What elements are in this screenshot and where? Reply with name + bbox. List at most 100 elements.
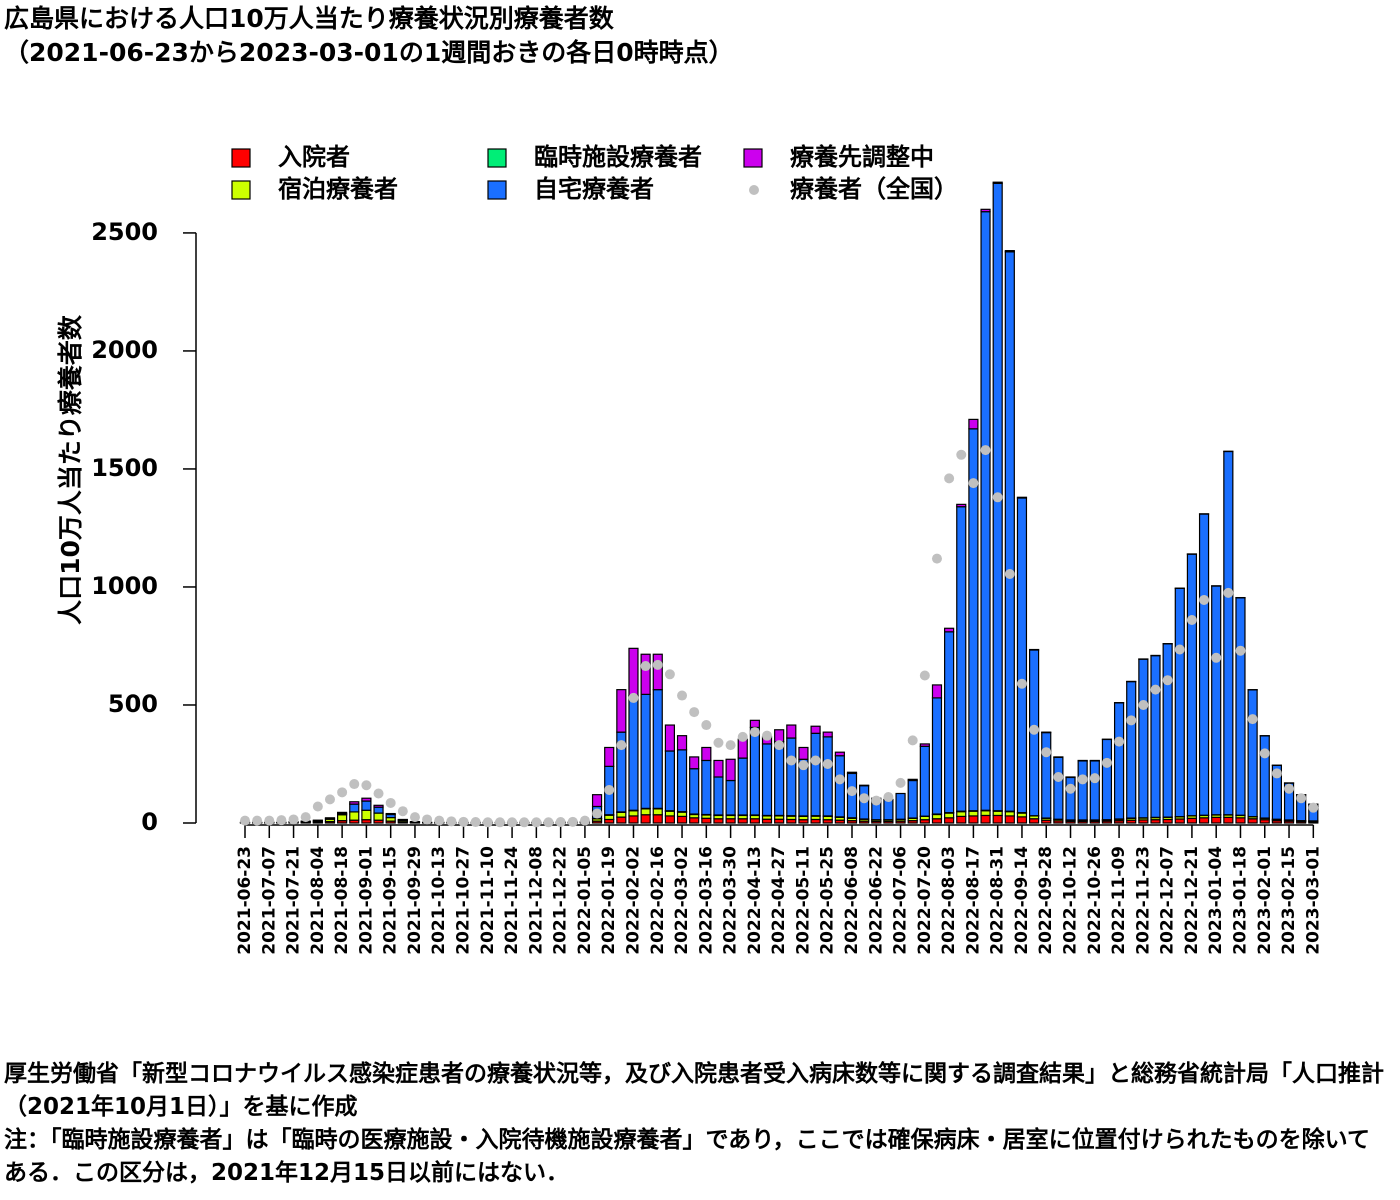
bar-segment bbox=[749, 726, 760, 816]
scatter-point bbox=[689, 707, 700, 718]
scatter-point bbox=[1089, 773, 1100, 784]
scatter-point bbox=[1029, 724, 1040, 735]
bar-segment bbox=[689, 817, 700, 824]
y-tick-label: 2500 bbox=[91, 218, 158, 246]
bar-segment bbox=[1138, 658, 1149, 819]
bar-segment bbox=[1174, 818, 1185, 824]
scatter-point bbox=[883, 792, 894, 803]
bar-segment bbox=[944, 627, 955, 633]
scatter-point bbox=[1004, 568, 1015, 579]
bar-segment bbox=[1223, 816, 1234, 824]
x-tick-label: 2022-07-06 bbox=[891, 846, 911, 955]
bar-segment bbox=[361, 800, 372, 811]
x-tick-label: 2022-03-16 bbox=[696, 846, 716, 955]
bar-segment bbox=[664, 724, 676, 752]
scatter-point bbox=[822, 758, 833, 769]
bar-segment bbox=[944, 817, 955, 824]
x-tick-label: 2022-07-20 bbox=[915, 846, 935, 955]
bar-segment bbox=[640, 808, 651, 816]
bar-segment bbox=[349, 801, 360, 805]
bar-segment bbox=[628, 694, 639, 811]
x-tick-label: 2022-02-16 bbox=[648, 846, 668, 955]
scatter-point bbox=[409, 812, 420, 823]
y-tick-label: 500 bbox=[108, 690, 158, 718]
bar-segment bbox=[373, 812, 384, 821]
y-tick-label: 0 bbox=[141, 808, 158, 836]
scatter-point bbox=[1271, 768, 1282, 779]
x-tick-label: 2021-12-22 bbox=[551, 846, 571, 955]
scatter-point bbox=[1101, 757, 1112, 768]
bar-segment bbox=[786, 737, 797, 817]
bar-segment bbox=[1004, 811, 1015, 817]
bar-segment bbox=[1150, 655, 1161, 818]
scatter-point bbox=[1186, 615, 1197, 626]
bar-segment bbox=[749, 818, 760, 824]
bar-segment bbox=[713, 776, 724, 816]
scatter-point bbox=[713, 737, 724, 748]
scatter-point bbox=[798, 760, 809, 771]
bar-segment bbox=[774, 729, 785, 743]
bar-segment bbox=[956, 815, 967, 824]
legend-swatch bbox=[487, 180, 507, 200]
bar-segment bbox=[968, 418, 979, 430]
bar-segment bbox=[1004, 250, 1015, 253]
bar-segment bbox=[701, 817, 712, 824]
bar-segment bbox=[361, 809, 372, 821]
bar-segment bbox=[992, 814, 1003, 824]
scatter-point bbox=[871, 795, 882, 806]
bar-segment bbox=[689, 768, 700, 815]
scatter-point bbox=[640, 661, 651, 672]
bar-segment bbox=[1004, 251, 1015, 812]
bar-segment bbox=[749, 719, 760, 729]
bar-segment bbox=[1077, 760, 1088, 821]
x-tick-label: 2022-04-27 bbox=[769, 846, 789, 955]
bar-segment bbox=[640, 653, 651, 695]
x-tick-label: 2022-12-07 bbox=[1158, 846, 1178, 955]
x-tick-label: 2023-01-04 bbox=[1206, 846, 1226, 955]
x-tick-label: 2021-07-07 bbox=[259, 846, 279, 955]
bar-segment bbox=[737, 738, 748, 759]
bar-segment bbox=[798, 746, 809, 760]
x-tick-label: 2022-11-09 bbox=[1109, 846, 1129, 955]
scatter-point bbox=[834, 774, 845, 785]
scatter-point bbox=[968, 478, 979, 489]
bar-segment bbox=[968, 815, 979, 824]
x-tick-label: 2022-03-02 bbox=[672, 846, 692, 955]
bar-segment bbox=[1247, 689, 1258, 818]
scatter-point bbox=[628, 692, 639, 703]
bar-segment bbox=[652, 814, 663, 824]
scatter-point bbox=[1150, 684, 1161, 695]
x-tick-label: 2022-12-21 bbox=[1182, 846, 1202, 955]
scatter-point bbox=[252, 815, 263, 826]
bar-segment bbox=[1089, 760, 1100, 821]
scatter-point bbox=[980, 445, 991, 456]
bar-segment bbox=[361, 797, 372, 802]
bar-segment bbox=[980, 810, 991, 817]
x-tick-label: 2022-06-08 bbox=[842, 846, 862, 955]
legend-marker bbox=[749, 185, 759, 195]
scatter-point bbox=[604, 784, 615, 795]
x-tick-label: 2021-08-18 bbox=[332, 846, 352, 955]
bar-segment bbox=[1198, 513, 1210, 816]
bar-segment bbox=[786, 724, 797, 739]
bar-segment bbox=[701, 759, 712, 816]
bar-segment bbox=[1259, 735, 1270, 819]
scatter-point bbox=[919, 670, 930, 681]
legend-swatch bbox=[743, 148, 763, 168]
bar-segment bbox=[956, 503, 967, 508]
x-tick-label: 2023-01-18 bbox=[1230, 846, 1250, 955]
bar-segment bbox=[810, 732, 821, 817]
scatter-point bbox=[264, 815, 275, 826]
bar-segment bbox=[652, 689, 663, 809]
bar-segment bbox=[701, 746, 712, 762]
bar-segment bbox=[992, 181, 1003, 184]
x-tick-label: 2021-10-13 bbox=[429, 846, 449, 955]
scatter-point bbox=[446, 816, 457, 827]
scatter-point bbox=[1223, 587, 1234, 598]
scatter-point bbox=[434, 815, 445, 826]
bar-segment bbox=[676, 735, 688, 751]
x-tick-label: 2022-10-26 bbox=[1085, 846, 1105, 955]
bar-segment bbox=[628, 810, 639, 817]
bar-segment bbox=[968, 810, 979, 817]
